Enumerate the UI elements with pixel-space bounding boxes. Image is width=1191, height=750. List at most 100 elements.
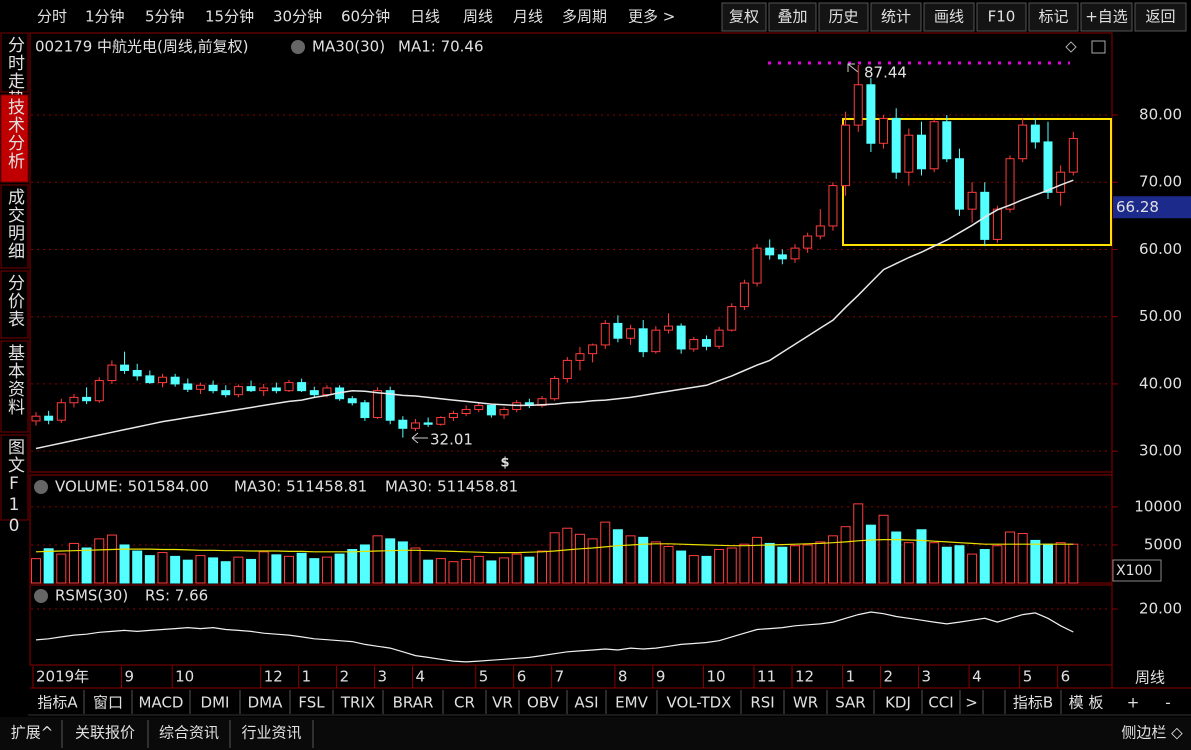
toolbar-button[interactable]: [870, 2, 922, 32]
candle-body: [499, 408, 509, 416]
indicator-tab[interactable]: VOL-TDX: [667, 694, 732, 712]
toolbar-button[interactable]: [721, 2, 767, 32]
indicator-tab[interactable]: BRAR: [393, 694, 434, 712]
volume-bar: [511, 553, 522, 584]
indicator-tab[interactable]: DMA: [248, 694, 283, 712]
period-tab[interactable]: 月线: [513, 8, 543, 26]
high-label: 87.44: [864, 64, 907, 82]
volume-bar: [726, 547, 737, 584]
candle-body: [562, 359, 572, 380]
indicator-tab[interactable]: >: [965, 694, 978, 712]
side-tab[interactable]: [0, 340, 29, 433]
volume-ma-label: MA30: 511458.81: [385, 478, 518, 496]
indicator-tab[interactable]: FSL: [298, 694, 325, 712]
indicator-tab[interactable]: KDJ: [885, 694, 911, 712]
indicator-tab[interactable]: 窗口: [93, 694, 123, 712]
indicator-tab[interactable]: RSI: [750, 694, 774, 712]
period-tab[interactable]: 多周期: [562, 8, 607, 26]
indicator-tab[interactable]: EMV: [615, 694, 648, 712]
diamond-icon[interactable]: [1065, 41, 1077, 53]
status-item[interactable]: 行业资讯: [241, 724, 301, 742]
indicator-tab[interactable]: CCI: [928, 694, 953, 712]
volume-bar: [208, 557, 219, 584]
candle-body: [815, 225, 825, 237]
volume-bar: [903, 542, 914, 584]
zoom-button[interactable]: +: [1127, 694, 1140, 712]
volume-bar: [853, 503, 864, 584]
toolbar-button[interactable]: [818, 2, 869, 32]
candle-body: [828, 185, 838, 227]
volume-bar: [827, 535, 838, 584]
toolbar-button[interactable]: [1028, 2, 1079, 32]
volume-bar: [562, 527, 573, 584]
period-tab[interactable]: 60分钟: [341, 8, 390, 26]
rsms-line: [35, 611, 1074, 663]
candle-body: [550, 378, 560, 400]
toolbar-button-label: 复权: [729, 8, 759, 26]
indicator-tab[interactable]: WR: [793, 694, 818, 712]
indicator-tab[interactable]: 模 板: [1069, 694, 1104, 712]
menu-icon[interactable]: [291, 40, 305, 54]
toolbar-button[interactable]: [1080, 2, 1133, 32]
indicator-tab[interactable]: SAR: [835, 694, 865, 712]
candle-body: [322, 387, 332, 396]
window-icon[interactable]: [1091, 40, 1106, 54]
indicator-tab[interactable]: OBV: [527, 694, 560, 712]
x-tick-label: 10: [706, 668, 725, 686]
volume-bar: [334, 553, 345, 584]
period-tab[interactable]: 分时: [37, 8, 67, 26]
side-panel-toggle[interactable]: 侧边栏 ◇: [1121, 724, 1183, 742]
status-item[interactable]: 综合资讯: [159, 724, 219, 742]
status-item[interactable]: 扩展^: [11, 724, 54, 742]
indicator-tab[interactable]: 指标B: [1013, 694, 1053, 712]
volume-bar: [752, 536, 763, 584]
toolbar-button[interactable]: [1134, 2, 1187, 32]
period-tab[interactable]: 1分钟: [85, 8, 125, 26]
volume-bar: [1055, 542, 1066, 584]
candle-body: [170, 376, 180, 385]
low-label: 32.01: [430, 431, 473, 449]
candle-body: [980, 191, 990, 240]
volume-bar: [195, 555, 206, 584]
status-item[interactable]: 关联报价: [75, 724, 135, 742]
menu-icon[interactable]: [34, 480, 48, 494]
indicator-tab[interactable]: CR: [454, 694, 475, 712]
toolbar-button[interactable]: [976, 2, 1027, 32]
candle-body: [107, 364, 117, 382]
volume-bar: [739, 543, 750, 584]
period-tab[interactable]: 更多 >: [628, 8, 675, 26]
indicator-tab[interactable]: MACD: [139, 694, 184, 712]
candle-body: [714, 329, 724, 347]
toolbar-button[interactable]: [768, 2, 817, 32]
zoom-button[interactable]: -: [1165, 694, 1170, 712]
candle-body: [626, 328, 636, 339]
rsms-title: RSMS(30): [55, 587, 128, 605]
volume-bar: [777, 546, 788, 584]
period-tab[interactable]: 5分钟: [145, 8, 185, 26]
volume-bar: [967, 553, 978, 584]
toolbar-button[interactable]: [923, 2, 975, 32]
period-tab[interactable]: 30分钟: [273, 8, 322, 26]
indicator-tab[interactable]: VR: [492, 694, 513, 712]
volume-bar: [891, 531, 902, 584]
period-tab[interactable]: 15分钟: [205, 8, 254, 26]
indicator-tab[interactable]: ASI: [574, 694, 598, 712]
indicator-tab[interactable]: 指标A: [37, 694, 78, 712]
side-tab-label: 分时走势: [4, 36, 25, 108]
menu-icon[interactable]: [34, 589, 48, 603]
side-tab[interactable]: [0, 32, 29, 93]
side-tab[interactable]: [0, 434, 29, 521]
side-tab[interactable]: [0, 270, 29, 339]
volume-bar: [284, 555, 294, 584]
period-tab[interactable]: 日线: [410, 8, 440, 26]
volume-bar: [764, 542, 775, 584]
indicator-tab[interactable]: TRIX: [340, 694, 375, 712]
side-tab[interactable]: [0, 94, 29, 183]
side-tab-label: 技术分析: [4, 98, 25, 170]
volume-bar: [1068, 543, 1079, 584]
y-tick-label: 10000: [1134, 497, 1182, 515]
period-tab[interactable]: 周线: [463, 8, 493, 26]
indicator-tab[interactable]: DMI: [201, 694, 230, 712]
side-tab[interactable]: [0, 184, 29, 269]
